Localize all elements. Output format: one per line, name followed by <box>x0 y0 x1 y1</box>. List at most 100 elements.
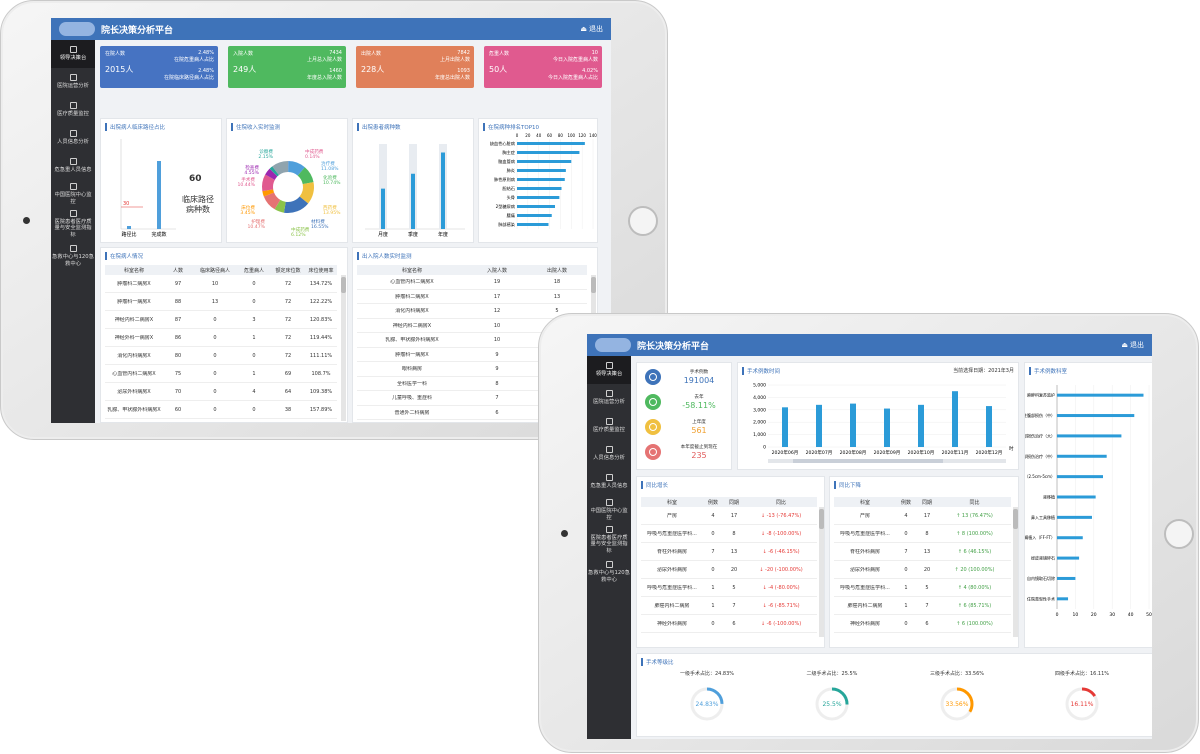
table-row[interactable]: 呼吸与危重症医学科... 1 5 ↓ -4 (-80.00%) <box>641 579 817 597</box>
top-bar: 院长决策分析平台 ⏏ 退出 <box>587 334 1152 356</box>
kpi-card[interactable]: 入院人数 249人 7434 上月总入院人数 1460 年度总入院人数 <box>228 46 346 88</box>
hospital-logo <box>59 22 95 36</box>
table-cell: 5 <box>555 308 559 315</box>
table-row[interactable]: 产房 4 17 ↓ -13 (-76.47%) <box>641 507 817 525</box>
sidebar-item-safety[interactable]: 医院患者医疗质量与安全监测指标 <box>51 208 95 240</box>
table-row[interactable]: 心血管内科二病房X 75 0 1 69 108.7% <box>105 365 337 383</box>
table-row[interactable]: 呼吸与危重症医学科... 0 8 ↑ 8 (100.00%) <box>834 525 1011 543</box>
table-row[interactable]: 神经外科一病房X 86 0 1 72 119.44% <box>105 329 337 347</box>
gear-icon <box>605 526 613 534</box>
table-row[interactable]: 肺癌内科二病房 1 7 ↑ 6 (85.71%) <box>834 597 1011 615</box>
table-row[interactable]: 消化内科病房X 12 5 <box>357 304 587 319</box>
sidebar-item-operation[interactable]: 医院运营分析 <box>51 68 95 96</box>
logout-button[interactable]: ⏏ 退出 <box>1121 340 1144 350</box>
table-cell: 肺癌内科二病房 <box>847 603 883 609</box>
column-header: 同期 <box>921 500 932 506</box>
bar <box>1057 475 1103 479</box>
x-tick-label: 140 <box>589 133 597 138</box>
surgery-dept-chart: 0 10 20 30 40 50 麻醉科复苏监护开放性腹部损伤（中） 开放性腹部损伤治疗（大）… <box>1004 385 1152 618</box>
table-row[interactable]: 脊柱外科病房 7 13 ↓ -6 (-46.15%) <box>641 543 817 561</box>
ring-percent: 16.11% <box>1071 701 1094 708</box>
panel-yoy-up: 同比增长 科室 例数 同期 同比 产房 4 17 ↓ -13 (-76.47%) 呼吸与危重症医… <box>636 476 825 648</box>
panel-title: 在院病人情况 <box>105 252 143 260</box>
panel-inpatients: 在院病人情况 科室名称 人数 临床路径病人 危重病人 额定床位数 床位使用率 肿瘤科二病房X… <box>100 247 348 423</box>
sidebar-item-emergency[interactable]: 急救中心与120急救中心 <box>587 556 631 588</box>
table-row[interactable]: 产房 4 17 ↑ 13 (76.47%) <box>834 507 1011 525</box>
table-row[interactable]: 肿瘤科一病房X 88 13 0 72 122.22% <box>105 293 337 311</box>
table-row[interactable]: 肿瘤科二病房X 97 10 0 72 134.72% <box>105 275 337 293</box>
home-button[interactable] <box>1164 519 1194 549</box>
sidebar-item-critical[interactable]: 危急重人员信息 <box>587 468 631 496</box>
sidebar-item-emergency[interactable]: 急救中心与120急救中心 <box>51 240 95 272</box>
x-tick-label: 2020年08月 <box>840 449 867 456</box>
sidebar-item-label: 人员信息分析 <box>593 455 625 462</box>
bar <box>517 223 549 226</box>
donut-value: 10.74% <box>323 180 341 186</box>
panel-surgery-stats: 手术例数 191004 去年 -58.11% 上年度 561 本年度截止到现在 235 <box>636 362 732 470</box>
table-row[interactable]: 呼吸与危重症医学科... 0 8 ↓ -8 (-100.00%) <box>641 525 817 543</box>
table-row[interactable]: 乳腺、甲状腺外科病房X 60 0 0 38 157.89% <box>105 401 337 419</box>
donut-label: 手术费 <box>241 176 255 183</box>
sidebar-item-critical[interactable]: 危急重人员信息 <box>51 152 95 180</box>
scrollbar[interactable] <box>819 507 824 637</box>
table-cell: 产房 <box>666 513 677 519</box>
panel-surgery-dept: 手术例数科室 0 10 20 30 40 50 麻醉科复苏监护开放性腹部损伤（中） 开放性腹部… <box>1004 362 1152 648</box>
sidebar-item-center[interactable]: 中国医院中心监控 <box>587 496 631 524</box>
donut-slice <box>288 161 305 176</box>
donut-value: 6.12% <box>291 232 306 238</box>
donut-label: 治疗费 <box>321 160 335 167</box>
sidebar-item-quality[interactable]: 医疗质量监控 <box>51 96 95 124</box>
table-cell: 72 <box>284 317 292 323</box>
table-row[interactable]: 心血管内科二病房X 19 18 <box>357 275 587 290</box>
gear-icon <box>69 210 77 218</box>
ring-percent: 33.56% <box>946 701 969 708</box>
table-header: 科室 例数 同期 同比 <box>641 497 817 507</box>
sidebar-item-center[interactable]: 中国医院中心监控 <box>51 180 95 208</box>
sidebar-item-label: 危急重人员信息 <box>54 167 92 174</box>
table-row[interactable]: 脊柱外科病房 7 13 ↑ 6 (46.15%) <box>834 543 1011 561</box>
table-row[interactable]: 消化内科病房X 80 0 0 72 111.11% <box>105 347 337 365</box>
sidebar-item-staff[interactable]: 人员信息分析 <box>587 440 631 468</box>
logout-button[interactable]: ⏏ 退出 <box>580 24 603 34</box>
table-row[interactable]: 肺癌内科二病房 1 7 ↓ -6 (-85.71%) <box>641 597 817 615</box>
sidebar-item-operation[interactable]: 医院运营分析 <box>587 384 631 412</box>
donut-slice <box>274 199 286 213</box>
table-cell: ↓ -13 (-76.47%) <box>760 513 802 519</box>
date-selection[interactable]: 当前选择日期：2021年3月 <box>953 368 1014 374</box>
table-cell: 69 <box>284 371 292 377</box>
table-row[interactable]: 泌尿外科病房 0 20 ↓ -20 (-100.00%) <box>641 561 817 579</box>
kpi-value: 228人 <box>361 65 385 74</box>
scrollbar[interactable] <box>341 275 346 421</box>
table-header: 科室 例数 同期 同比 <box>834 497 1011 507</box>
scrollbar[interactable] <box>1013 507 1018 637</box>
y-tick-label: 头骨 <box>507 194 515 201</box>
table-cell: 17 <box>730 513 738 519</box>
table-row[interactable]: 神经内科二病房X 87 0 3 72 120.83% <box>105 311 337 329</box>
table-cell: 72 <box>284 353 292 359</box>
sidebar-item-quality[interactable]: 医疗质量监控 <box>587 412 631 440</box>
table-row[interactable]: 泌尿外科病房X 70 0 4 64 109.38% <box>105 383 337 401</box>
bar <box>1057 393 1144 397</box>
table-row[interactable]: 神经外科病房 0 6 ↓ -6 (-100.00%) <box>641 615 817 633</box>
panel-title: 住院收入实时监测 <box>231 123 280 131</box>
column-header: 入院人数 <box>486 268 507 274</box>
inpatient-table: 科室名称 人数 临床路径病人 危重病人 额定床位数 床位使用率 肿瘤科二病房X 97 10 0 72… <box>105 265 337 421</box>
bar <box>884 408 890 447</box>
sidebar-item-staff[interactable]: 人员信息分析 <box>51 124 95 152</box>
table-row[interactable]: 泌尿外科病房 0 20 ↑ 20 (100.00%) <box>834 561 1011 579</box>
table-row[interactable]: 肿瘤科二病房X 17 13 <box>357 290 587 304</box>
table-row[interactable]: 神经外科病房 0 6 ↑ 6 (100.00%) <box>834 615 1011 633</box>
sidebar-item-dashboard[interactable]: 领导决策台 <box>587 356 631 384</box>
bar <box>517 214 552 217</box>
sidebar-item-safety[interactable]: 医院患者医疗质量与安全监测指标 <box>587 524 631 556</box>
sidebar-item-label: 急救中心与120急救中心 <box>588 570 630 583</box>
column-header: 同比 <box>969 500 980 506</box>
kpi-card[interactable]: 在院人数 2015人 2.48% 在院危重病人占比 2.48% 在院临床路径病人占比 <box>100 46 218 88</box>
table-row[interactable]: 呼吸与危重症医学科... 1 5 ↑ 4 (80.00%) <box>834 579 1011 597</box>
kpi-card[interactable]: 危重人数 50人 10 今日入院危重病人数 4.02% 今日入院危重病人占比 <box>484 46 602 88</box>
home-button[interactable] <box>628 206 658 236</box>
sidebar-item-dashboard[interactable]: 领导决策台 <box>51 40 95 68</box>
stat-value: 561 <box>691 426 707 435</box>
y-tick-label: 缺血性心脏病 <box>490 140 515 147</box>
kpi-card[interactable]: 出院人数 228人 7842 上月出院人数 1093 年度总出院人数 <box>356 46 474 88</box>
